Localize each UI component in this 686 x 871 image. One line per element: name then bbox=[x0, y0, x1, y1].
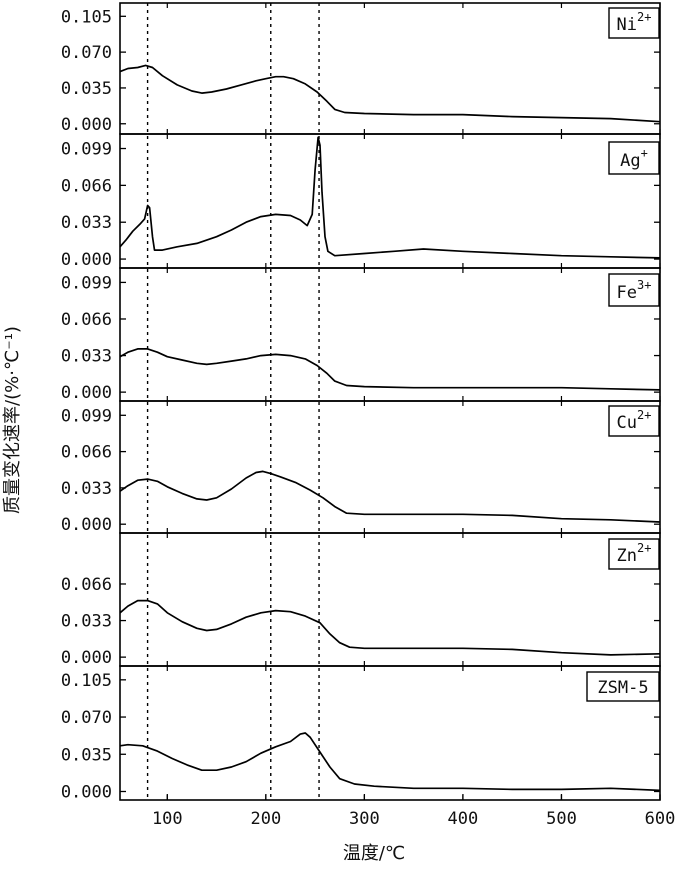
y-tick-label: 0.105 bbox=[61, 7, 112, 27]
y-tick-label: 0.000 bbox=[61, 115, 112, 135]
panel-cu: 0.099 0.066 0.033 0.000 Cu2+ bbox=[61, 400, 661, 535]
y-tick-label: 0.033 bbox=[61, 347, 112, 367]
y-tick-label: 0.000 bbox=[61, 648, 112, 668]
panel-label-ion: Ni bbox=[617, 15, 637, 35]
series-line-zsm-5 bbox=[119, 732, 661, 792]
panel-label-fe: Fe3+ bbox=[608, 273, 660, 307]
x-axis-label: 温度/℃ bbox=[343, 843, 405, 864]
panel-label-ag: Ag+ bbox=[608, 141, 660, 175]
y-tick-label: 0.070 bbox=[61, 708, 112, 728]
panel-label-box bbox=[586, 671, 660, 702]
y-tick-label: 0.000 bbox=[61, 782, 112, 802]
panel-label-text: ZSM-5 bbox=[597, 678, 648, 698]
x-tick-label: 200 bbox=[250, 809, 281, 829]
panel-label-box bbox=[608, 538, 660, 570]
panel-label-ion: Ag bbox=[620, 151, 640, 171]
y-tick-label: 0.070 bbox=[61, 43, 112, 63]
panel-label-box bbox=[608, 273, 660, 307]
y-axis-label: 质量变化速率/(%·℃⁻¹) bbox=[2, 326, 23, 514]
panel-frame bbox=[119, 400, 661, 534]
x-tick-label: 500 bbox=[546, 809, 577, 829]
y-tick-label: 0.035 bbox=[61, 745, 112, 765]
series-line-fe bbox=[119, 348, 661, 391]
y-tick-label: 0.035 bbox=[61, 79, 112, 99]
y-tick-label: 0.066 bbox=[61, 575, 112, 595]
panel-frame bbox=[119, 267, 661, 402]
panel-label-charge: 2+ bbox=[637, 408, 651, 422]
y-tick-label: 0.000 bbox=[61, 383, 112, 403]
panel-frame bbox=[119, 133, 661, 269]
panel-zn: 0.066 0.033 0.000 Zn2+ bbox=[61, 532, 661, 668]
y-tick-label: 0.066 bbox=[61, 443, 112, 463]
panel-label-zn: Zn2+ bbox=[608, 538, 660, 570]
y-tick-label: 0.000 bbox=[61, 250, 112, 270]
panel-label-text: Cu2+ bbox=[617, 408, 652, 433]
panel-label-ion: Zn bbox=[617, 546, 637, 566]
panel-label-charge: 2+ bbox=[637, 541, 651, 555]
panel-label-text: Ni2+ bbox=[617, 10, 652, 35]
panel-label-ion: ZSM-5 bbox=[597, 678, 648, 698]
panel-label-cu: Cu2+ bbox=[608, 405, 660, 437]
panel-fe: 0.099 0.066 0.033 0.000 Fe3+ bbox=[61, 267, 661, 403]
x-tick-label: 300 bbox=[349, 809, 380, 829]
series-line-zn bbox=[119, 599, 661, 656]
y-tick-label: 0.105 bbox=[61, 671, 112, 691]
x-tick-label: 600 bbox=[645, 809, 676, 829]
y-tick-label: 0.000 bbox=[61, 515, 112, 535]
panel-frame bbox=[119, 532, 661, 667]
panel-label-box bbox=[608, 405, 660, 437]
panel-ni: 0.105 0.070 0.035 0.000 Ni2+ bbox=[61, 2, 661, 135]
y-tick-label: 0.099 bbox=[61, 273, 112, 293]
y-tick-label: 0.099 bbox=[61, 406, 112, 426]
panel-label-box bbox=[608, 141, 660, 175]
panel-label-charge: 2+ bbox=[637, 10, 651, 24]
panel-label-charge: + bbox=[641, 146, 648, 160]
x-tick-label: 100 bbox=[152, 809, 183, 829]
panel-zsm-5: 0.105 0.070 0.035 0.000 ZSM-5 bbox=[61, 665, 661, 802]
panel-label-charge: 3+ bbox=[637, 278, 651, 292]
x-tick-label: 400 bbox=[448, 809, 479, 829]
panel-label-text: Ag+ bbox=[620, 146, 648, 171]
panel-frame bbox=[119, 665, 661, 801]
y-tick-label: 0.066 bbox=[61, 176, 112, 196]
panel-label-ion: Fe bbox=[617, 283, 637, 303]
y-tick-label: 0.099 bbox=[61, 140, 112, 160]
panel-label-ni: Ni2+ bbox=[608, 7, 660, 39]
series-line-ni bbox=[119, 64, 661, 123]
series-line-ag bbox=[119, 136, 661, 259]
panel-label-box bbox=[608, 7, 660, 39]
y-tick-label: 0.033 bbox=[61, 612, 112, 632]
y-tick-label: 0.033 bbox=[61, 213, 112, 233]
panel-label-text: Zn2+ bbox=[617, 541, 652, 566]
panel-label-ion: Cu bbox=[617, 413, 637, 433]
panel-label-text: Fe3+ bbox=[617, 278, 652, 303]
y-tick-label: 0.066 bbox=[61, 310, 112, 330]
series-line-cu bbox=[119, 470, 661, 523]
panel-ag: 0.099 0.066 0.033 0.000 Ag+ bbox=[61, 133, 661, 270]
panel-label-zsm-5: ZSM-5 bbox=[586, 671, 660, 702]
y-tick-label: 0.033 bbox=[61, 479, 112, 499]
